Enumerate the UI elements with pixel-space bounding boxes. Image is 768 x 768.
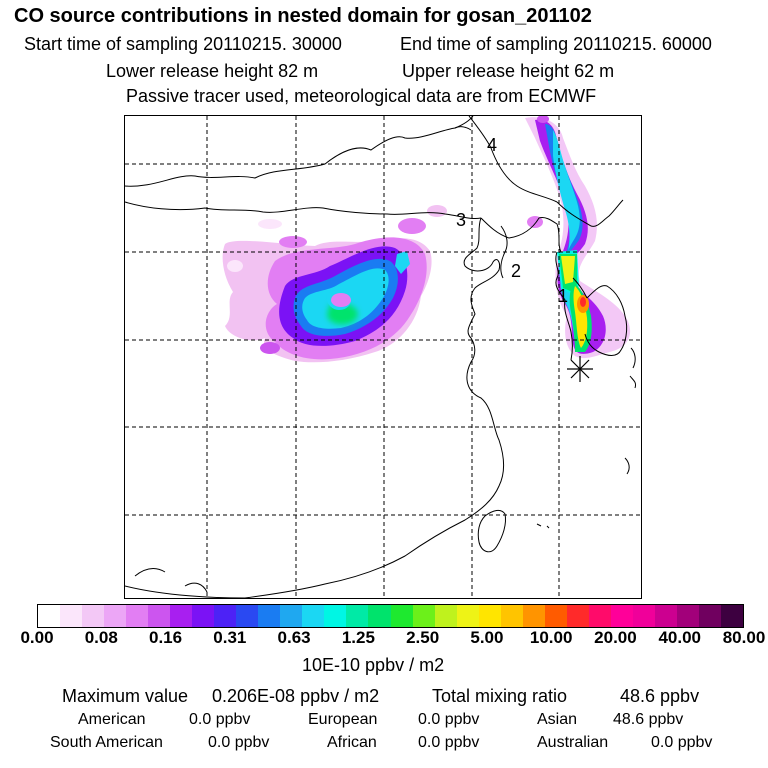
colorbar-segment bbox=[280, 605, 303, 627]
colorbar-unit: 10E-10 ppbv / m2 bbox=[302, 655, 445, 675]
max-value: 0.206E-08 ppbv / m2 bbox=[212, 686, 380, 706]
region-asian-name: Asian bbox=[537, 711, 578, 728]
colorbar-segment bbox=[324, 605, 347, 627]
max-value-label: Maximum value bbox=[62, 686, 189, 706]
plume-east bbox=[525, 116, 631, 359]
colorbar-segment bbox=[698, 605, 721, 627]
plot-title: CO source contributions in nested domain… bbox=[14, 5, 592, 27]
colorbar-segment bbox=[126, 605, 149, 627]
map-panel: 1 2 3 4 bbox=[124, 115, 642, 599]
colorbar-segment bbox=[60, 605, 83, 627]
colorbar-tick-label: 0.00 bbox=[20, 628, 54, 647]
colorbar-tick-label: 80.00 bbox=[722, 628, 766, 647]
region-south-american-value: 0.0 ppbv bbox=[208, 734, 270, 751]
tracer-note: Passive tracer used, meteorological data… bbox=[126, 86, 597, 106]
colorbar-tick-label: 1.25 bbox=[341, 628, 375, 647]
colorbar-segment bbox=[390, 605, 413, 627]
colorbar-tick-label: 0.63 bbox=[277, 628, 311, 647]
region-american-value: 0.0 ppbv bbox=[189, 711, 251, 728]
colorbar-segment bbox=[720, 605, 743, 627]
colorbar-tick-label: 0.16 bbox=[148, 628, 183, 647]
colorbar-segment bbox=[346, 605, 369, 627]
colorbar-segment bbox=[456, 605, 479, 627]
colorbar-tick-label: 2.50 bbox=[406, 628, 440, 647]
colorbar-segment bbox=[170, 605, 193, 627]
colorbar-segment bbox=[258, 605, 281, 627]
region-asian-value: 48.6 ppbv bbox=[613, 711, 684, 728]
region-european-value: 0.0 ppbv bbox=[418, 711, 480, 728]
region-australian-value: 0.0 ppbv bbox=[651, 734, 713, 751]
asterisk-icon bbox=[567, 356, 593, 382]
map-label-1: 1 bbox=[558, 286, 568, 306]
total-mixing-label: Total mixing ratio bbox=[432, 686, 568, 706]
plume-west bbox=[222, 205, 447, 363]
grid-lines bbox=[125, 116, 641, 598]
colorbar-segment bbox=[654, 605, 677, 627]
colorbar-segment bbox=[148, 605, 171, 627]
map-canvas: 1 2 3 4 bbox=[125, 116, 641, 598]
colorbar bbox=[37, 604, 744, 628]
colorbar-segment bbox=[434, 605, 457, 627]
colorbar-tick-label: 40.00 bbox=[658, 628, 701, 647]
colorbar-segment bbox=[522, 605, 545, 627]
region-african-name: African bbox=[327, 734, 377, 751]
region-australian-name: Australian bbox=[537, 734, 609, 751]
colorbar-segment bbox=[236, 605, 259, 627]
map-label-3: 3 bbox=[456, 210, 466, 230]
upper-release-height: Upper release height 62 m bbox=[402, 61, 615, 81]
total-mixing-value: 48.6 ppbv bbox=[620, 686, 700, 706]
colorbar-segment bbox=[588, 605, 611, 627]
colorbar-segment bbox=[544, 605, 567, 627]
colorbar-segment bbox=[676, 605, 699, 627]
colorbar-segment bbox=[302, 605, 325, 627]
colorbar-tick-label: 5.00 bbox=[470, 628, 504, 647]
colorbar-segment bbox=[500, 605, 523, 627]
colorbar-segment bbox=[632, 605, 655, 627]
end-time: End time of sampling 20110215. 60000 bbox=[400, 34, 712, 54]
region-south-american-name: South American bbox=[50, 734, 163, 751]
colorbar-segment bbox=[478, 605, 501, 627]
lower-release-height: Lower release height 82 m bbox=[106, 61, 319, 81]
colorbar-segment bbox=[610, 605, 633, 627]
colorbar-ticks: 0.00 0.08 0.16 0.31 0.63 1.25 2.50 5.00 10.00 20.… bbox=[0, 628, 768, 652]
map-label-4: 4 bbox=[487, 135, 497, 155]
colorbar-segment bbox=[412, 605, 435, 627]
colorbar-tick-label: 20.00 bbox=[594, 628, 637, 647]
colorbar-segment bbox=[104, 605, 127, 627]
colorbar-tick-label: 10.00 bbox=[529, 628, 573, 647]
region-american-name: American bbox=[78, 711, 146, 728]
colorbar-tick-label: 0.08 bbox=[84, 628, 118, 647]
colorbar-segment bbox=[214, 605, 237, 627]
colorbar-segment bbox=[566, 605, 589, 627]
colorbar-tick-label: 0.31 bbox=[213, 628, 247, 647]
region-african-value: 0.0 ppbv bbox=[418, 734, 480, 751]
colorbar-segment bbox=[192, 605, 215, 627]
map-label-2: 2 bbox=[511, 261, 521, 281]
colorbar-segment bbox=[82, 605, 105, 627]
colorbar-segment bbox=[368, 605, 391, 627]
start-time: Start time of sampling 20110215. 30000 bbox=[24, 34, 342, 54]
region-european-name: European bbox=[308, 711, 378, 728]
colorbar-segment bbox=[38, 605, 61, 627]
